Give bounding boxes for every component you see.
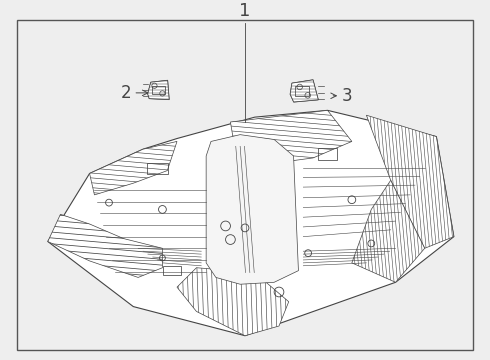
Polygon shape	[206, 135, 298, 284]
Polygon shape	[147, 80, 169, 100]
Polygon shape	[147, 80, 169, 100]
Polygon shape	[290, 80, 318, 102]
Bar	[295, 86, 309, 95]
Polygon shape	[90, 141, 177, 195]
Text: 2: 2	[121, 84, 131, 102]
Polygon shape	[48, 111, 454, 336]
Bar	[147, 163, 168, 175]
Polygon shape	[290, 80, 318, 102]
Polygon shape	[352, 180, 425, 282]
Text: 1: 1	[239, 2, 251, 20]
Polygon shape	[177, 268, 289, 336]
Bar	[318, 148, 337, 160]
Polygon shape	[230, 111, 352, 166]
Text: 3: 3	[342, 87, 353, 105]
Bar	[163, 266, 181, 275]
Polygon shape	[48, 214, 162, 278]
Bar	[152, 86, 165, 94]
Polygon shape	[367, 115, 454, 248]
